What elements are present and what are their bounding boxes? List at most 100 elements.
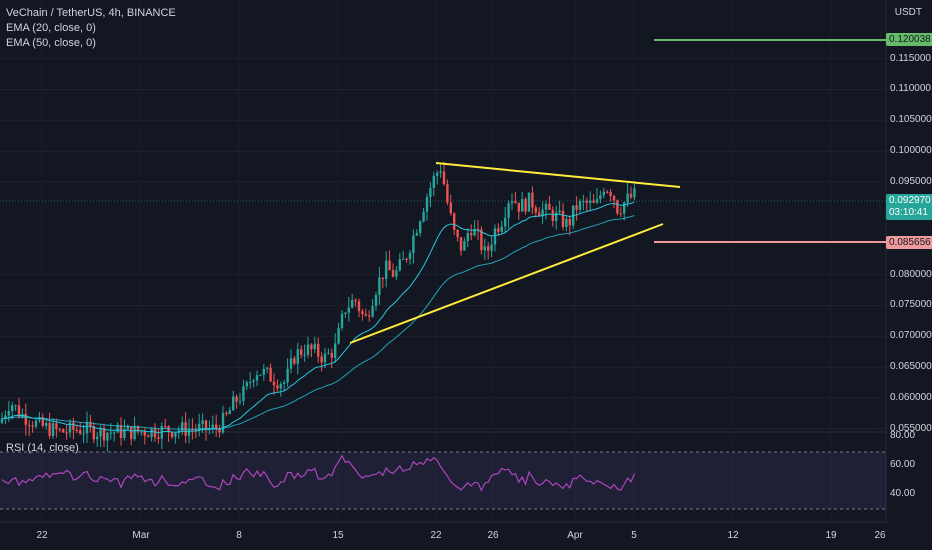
candle-body	[204, 420, 208, 430]
symbol-title[interactable]: VeChain / TetherUS, 4h, BINANCE	[6, 7, 176, 19]
candle-body	[4, 415, 7, 419]
candle-body	[279, 384, 282, 389]
price-tick: 0.055000	[890, 422, 932, 434]
candle-body	[266, 367, 269, 369]
candle-body	[14, 405, 17, 407]
ema-20-legend[interactable]: EMA (20, close, 0)	[6, 22, 96, 34]
candle-body	[113, 432, 116, 434]
candle-body	[96, 436, 99, 440]
candle-body	[626, 193, 629, 203]
candle-body	[300, 349, 303, 355]
candle-body	[490, 244, 493, 251]
candle-body	[286, 368, 289, 383]
candle-body	[140, 431, 143, 433]
candle-body	[181, 422, 184, 431]
time-tick: 26	[874, 530, 886, 541]
candle-body	[232, 396, 235, 411]
candle-body	[575, 205, 578, 210]
price-tick: 0.095000	[890, 176, 932, 188]
candle-body	[303, 354, 306, 356]
candle-body	[68, 422, 72, 433]
candle-body	[65, 432, 68, 434]
candle-body	[221, 413, 225, 433]
candle-body	[595, 199, 599, 203]
candle-body	[470, 233, 473, 236]
target-price-tag: 0.120038	[886, 33, 932, 46]
candle-body	[565, 218, 568, 228]
candle-body	[31, 425, 34, 427]
candle-body	[123, 429, 126, 438]
candle-body	[364, 314, 367, 316]
candle-body	[109, 432, 112, 434]
candle-body	[283, 382, 286, 385]
candle-body	[334, 343, 337, 358]
time-tick: Apr	[567, 530, 583, 541]
time-tick: 22	[430, 530, 442, 541]
candle-body	[483, 246, 486, 251]
ema-20-line	[1, 201, 635, 434]
time-tick: 15	[332, 530, 344, 541]
candle-body	[442, 171, 446, 185]
candle-body	[616, 200, 619, 214]
candle-body	[602, 191, 605, 196]
candle-body	[514, 201, 517, 203]
candle-body	[245, 382, 248, 387]
candle-body	[320, 356, 323, 363]
candle-body	[238, 401, 242, 403]
candle-body	[589, 200, 592, 203]
candle-body	[612, 195, 616, 201]
candle-body	[327, 352, 330, 354]
rsi-tick: 40.00	[890, 488, 916, 499]
candle-body	[551, 209, 554, 222]
candle-body	[422, 211, 425, 222]
candle-body	[446, 184, 449, 203]
price-tick: 0.060000	[890, 392, 932, 404]
candle-body	[167, 426, 170, 433]
candle-body	[225, 413, 228, 415]
candle-body	[153, 428, 157, 438]
candle-body	[425, 197, 429, 212]
candle-body	[534, 207, 537, 213]
candle-body	[48, 423, 51, 437]
candle-body	[578, 201, 582, 210]
triangle-lower-trendline	[349, 223, 664, 344]
candle-body	[249, 382, 252, 384]
candle-body	[157, 437, 160, 439]
candle-body	[402, 258, 405, 260]
candle-body	[296, 349, 299, 364]
candle-body	[609, 192, 612, 196]
candle-body	[487, 246, 490, 251]
candle-body	[89, 421, 92, 427]
candle-body	[235, 396, 238, 402]
candle-body	[357, 301, 361, 312]
candle-body	[388, 260, 391, 271]
candle-body	[606, 191, 609, 193]
candle-body	[313, 343, 316, 350]
candle-body	[58, 429, 61, 431]
candle-body	[429, 187, 432, 198]
candle-body	[337, 327, 340, 344]
candle-body	[262, 368, 265, 375]
candle-body	[170, 432, 174, 437]
candle-body	[194, 429, 197, 431]
candle-body	[306, 344, 310, 355]
candle-body	[130, 426, 133, 440]
time-tick: 12	[727, 530, 739, 541]
candle-body	[252, 380, 255, 383]
candle-body	[504, 217, 507, 227]
candle-body	[439, 171, 442, 174]
rsi-legend[interactable]: RSI (14, close)	[6, 442, 79, 454]
candle-body	[62, 429, 65, 433]
price-tick: 0.100000	[890, 145, 932, 157]
candle-body	[55, 423, 58, 430]
candle-body	[351, 299, 354, 308]
candle-body	[582, 200, 585, 202]
candle-body	[218, 428, 221, 433]
rsi-tick: 60.00	[890, 459, 916, 470]
candle-body	[459, 237, 463, 251]
candle-body	[374, 295, 378, 307]
candle-body	[432, 175, 435, 188]
ema-50-legend[interactable]: EMA (50, close, 0)	[6, 37, 96, 49]
candle-body	[7, 411, 10, 416]
